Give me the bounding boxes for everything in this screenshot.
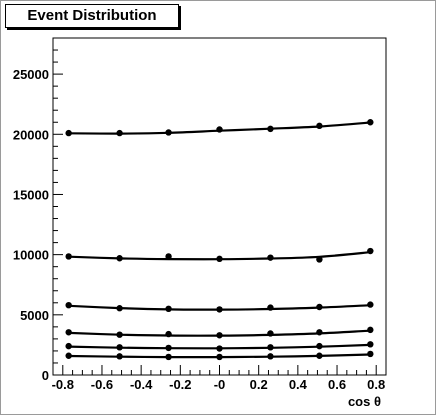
data-point <box>65 301 72 309</box>
data-point <box>367 301 374 308</box>
data-point <box>165 253 172 260</box>
data-point <box>216 345 223 352</box>
data-point <box>267 254 274 261</box>
y-tick-label: 20000 <box>13 127 49 142</box>
y-tick-label: 15000 <box>13 187 49 202</box>
data-point <box>165 305 172 313</box>
tick-labels: 0 5000 10000 15000 20000 25000 -0.8 -0.6 -0.4 -0.… <box>13 67 385 392</box>
data-point <box>316 303 323 311</box>
data-point <box>116 129 123 137</box>
data-points <box>65 119 374 361</box>
data-point <box>65 129 72 137</box>
data-point <box>216 126 223 133</box>
y-tick-label: 0 <box>42 368 49 383</box>
data-point <box>65 342 72 350</box>
data-point <box>316 329 323 336</box>
chart-title: Event Distribution <box>5 4 179 28</box>
y-tick-label: 10000 <box>13 248 49 263</box>
x-tick-label: -0 <box>214 377 226 392</box>
data-point <box>267 344 274 351</box>
data-point <box>165 330 172 338</box>
x-tick-label: -0.8 <box>52 377 74 392</box>
data-point <box>216 353 223 361</box>
x-tick-label: 0.2 <box>250 377 268 392</box>
data-point <box>216 306 223 313</box>
x-tick-label: -0.2 <box>169 377 191 392</box>
y-tick-label: 25000 <box>13 67 49 82</box>
data-point <box>65 253 72 260</box>
data-point <box>367 119 374 126</box>
data-point <box>216 332 223 339</box>
data-point <box>116 353 123 360</box>
data-point <box>216 255 223 263</box>
axis-ticks <box>53 37 377 376</box>
x-tick-label: 0.4 <box>289 377 308 392</box>
data-point <box>165 129 172 136</box>
y-tick-label: 5000 <box>20 308 49 323</box>
plot-frame <box>52 37 387 376</box>
data-point <box>165 344 172 352</box>
x-tick-label: 0.8 <box>367 377 385 392</box>
data-point <box>367 350 374 358</box>
data-point <box>316 122 323 130</box>
data-point <box>165 353 172 361</box>
data-point <box>367 326 374 334</box>
data-point <box>316 256 323 263</box>
x-axis-label: cos θ <box>348 394 381 409</box>
data-point <box>116 305 123 312</box>
data-point <box>367 247 374 255</box>
data-point <box>116 255 123 262</box>
data-point <box>267 125 274 133</box>
data-point <box>267 330 274 337</box>
x-tick-label: 0.6 <box>328 377 346 392</box>
data-point <box>65 329 72 336</box>
data-point <box>316 352 323 359</box>
x-tick-label: -0.6 <box>91 377 113 392</box>
data-point <box>116 331 123 338</box>
data-point <box>367 341 374 348</box>
x-tick-label: -0.4 <box>130 377 153 392</box>
data-point <box>267 353 274 360</box>
data-point <box>65 352 72 359</box>
data-point <box>116 344 123 351</box>
data-point <box>316 342 323 350</box>
data-point <box>267 304 274 311</box>
